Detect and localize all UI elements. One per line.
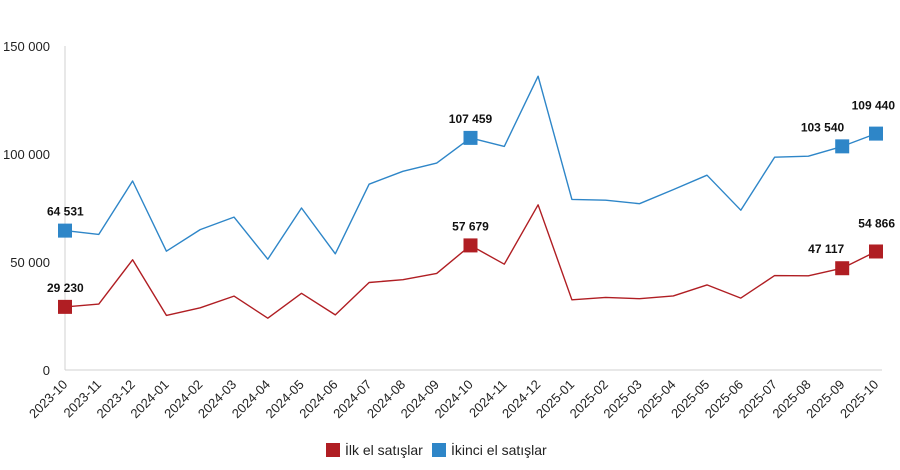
data-label: 29 230 (47, 281, 84, 295)
x-tick-label: 2023-10 (26, 377, 70, 421)
legend-label: İlk el satışlar (345, 441, 423, 458)
y-tick-label: 0 (43, 363, 50, 378)
data-marker (463, 238, 478, 253)
y-axis: 0 50 000 100 000 150 000 (3, 39, 66, 378)
y-tick-label: 150 000 (3, 39, 50, 54)
series-layer: 29 230 57 679 47 117 54 866 64 531 107 459 103… (47, 75, 896, 319)
data-label: 107 459 (449, 112, 493, 126)
x-axis: 2023-102023-112023-122024-012024-022024-… (26, 369, 882, 421)
legend-item: İkinci el satışlar (432, 441, 547, 458)
data-marker (869, 244, 883, 259)
y-tick-label: 100 000 (3, 147, 50, 162)
data-label: 54 866 (858, 216, 895, 230)
series-1: 29 230 57 679 47 117 54 866 (47, 204, 895, 319)
data-label: 109 440 (852, 99, 896, 113)
y-tick-label: 50 000 (10, 255, 50, 270)
data-marker (58, 299, 72, 314)
data-label: 57 679 (452, 219, 489, 233)
legend-swatch (432, 443, 446, 457)
data-label: 47 117 (808, 242, 844, 256)
x-tick-label: 2025-10 (837, 377, 881, 421)
legend-label: İkinci el satışlar (451, 441, 547, 458)
legend-item: İlk el satışlar (326, 441, 423, 458)
series-2: 64 531 107 459 103 540 109 440 (47, 75, 896, 260)
data-label: 64 531 (47, 205, 84, 219)
data-marker (835, 261, 850, 276)
data-marker (869, 126, 883, 141)
legend: İlk el satışlar İkinci el satışlar (326, 441, 547, 458)
data-marker (463, 130, 478, 145)
data-label: 103 540 (801, 120, 845, 134)
x-tick-label: 2024-10 (431, 377, 475, 421)
data-marker (58, 223, 72, 238)
data-marker (835, 139, 850, 154)
legend-swatch (326, 443, 340, 457)
